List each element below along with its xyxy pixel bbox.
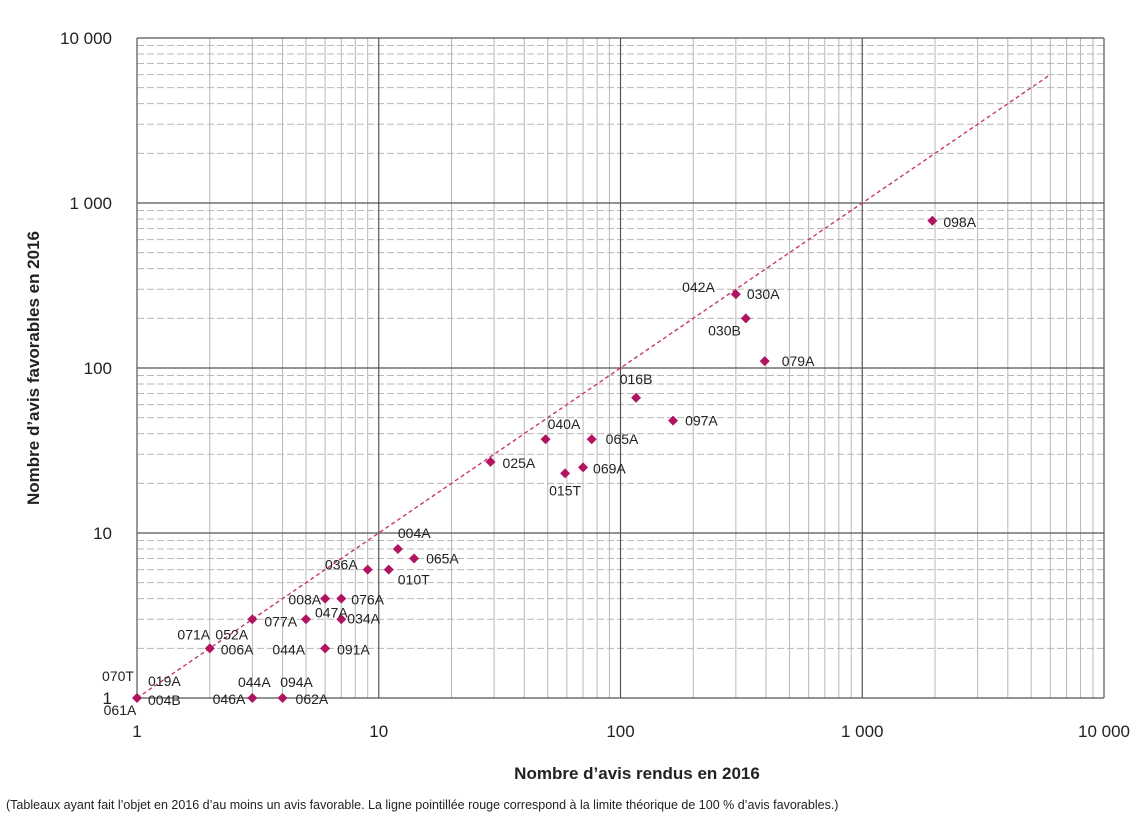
point-label: 004A: [398, 525, 431, 541]
data-point-marker: [132, 693, 142, 703]
x-axis-title: Nombre d’avis rendus en 2016: [514, 764, 760, 783]
data-point-marker: [336, 593, 347, 604]
reference-line: [136, 74, 1051, 699]
point-label: 091A: [337, 641, 370, 657]
data-point-marker: [740, 313, 751, 324]
x-tick-label: 10 000: [1078, 722, 1130, 741]
point-label: 076A: [351, 592, 384, 608]
point-label: 044A: [238, 674, 271, 690]
point-label: 047A: [315, 604, 348, 620]
point-label: 065A: [606, 431, 639, 447]
reference-line-100-percent: [136, 74, 1051, 699]
point-label: 034A: [347, 610, 380, 626]
point-label: 019A: [148, 673, 181, 689]
data-point-marker: [362, 564, 373, 575]
x-tick-label: 100: [606, 722, 634, 741]
data-point-marker: [392, 543, 403, 554]
point-label: 079A: [782, 353, 815, 369]
point-label: 042A: [682, 279, 715, 295]
point-label: 040A: [548, 416, 581, 432]
x-tick-label: 10: [369, 722, 388, 741]
y-tick-label: 100: [84, 359, 112, 378]
y-axis-title: Nombre d’avis favorables en 2016: [24, 231, 43, 505]
point-label: 036A: [325, 557, 358, 573]
x-tick-label: 1 000: [841, 722, 884, 741]
data-point-marker: [247, 614, 258, 625]
point-label: 052A: [215, 626, 248, 642]
y-tick-label: 1 000: [69, 194, 112, 213]
major-grid: [136, 37, 1105, 699]
point-label: 044A: [272, 641, 305, 657]
y-tick-label: 10 000: [60, 29, 112, 48]
point-label: 006A: [221, 641, 254, 657]
data-point-marker: [578, 462, 589, 473]
point-label: 004B: [148, 692, 181, 708]
point-label: 008A: [288, 592, 321, 608]
data-point-marker: [320, 643, 331, 654]
data-point-marker: [927, 215, 938, 226]
chart-footnote: (Tableaux ayant fait l’objet en 2016 d’a…: [6, 798, 839, 812]
point-label: 046A: [213, 691, 246, 707]
y-tick-label: 1: [103, 689, 112, 708]
data-point-marker: [540, 434, 551, 445]
point-label: 094A: [280, 674, 313, 690]
point-label: 015T: [549, 482, 581, 498]
point-label: 071A: [177, 626, 210, 642]
data-point-marker: [383, 564, 394, 575]
data-point-marker: [730, 289, 741, 300]
point-label: 098A: [943, 214, 976, 230]
point-label: 070T: [102, 668, 134, 684]
data-point-marker: [668, 415, 679, 426]
data-point-marker: [409, 553, 420, 564]
data-points: [132, 215, 938, 703]
data-point-marker: [277, 693, 288, 703]
chart: 1 10 100 1 000 10 000 1 10 100 1 000 10 000 061A…: [24, 29, 1130, 783]
data-point-marker: [759, 356, 770, 367]
point-label: 061A: [104, 702, 137, 718]
data-point-marker: [631, 392, 642, 403]
data-point-marker: [247, 693, 258, 703]
data-point-marker: [336, 614, 347, 625]
data-point-marker: [300, 614, 311, 625]
point-label: 065A: [426, 551, 459, 567]
data-point-marker: [485, 456, 496, 467]
data-point-marker: [204, 643, 215, 654]
y-axis-tick-labels: 1 10 100 1 000 10 000: [60, 29, 112, 708]
point-label: 097A: [685, 413, 718, 429]
point-label: 010T: [398, 572, 430, 588]
y-tick-label: 10: [93, 524, 112, 543]
point-label: 025A: [503, 455, 536, 471]
data-point-marker: [560, 468, 571, 479]
x-tick-label: 1: [132, 722, 141, 741]
x-axis-tick-labels: 1 10 100 1 000 10 000: [132, 722, 1130, 741]
point-label: 077A: [264, 613, 297, 629]
point-label: 062A: [296, 691, 329, 707]
point-label: 030B: [708, 322, 741, 338]
data-point-marker: [320, 593, 331, 604]
point-label: 030A: [747, 286, 780, 302]
point-label: 069A: [593, 460, 626, 476]
point-label: 016B: [620, 371, 653, 387]
data-point-marker: [586, 434, 597, 445]
